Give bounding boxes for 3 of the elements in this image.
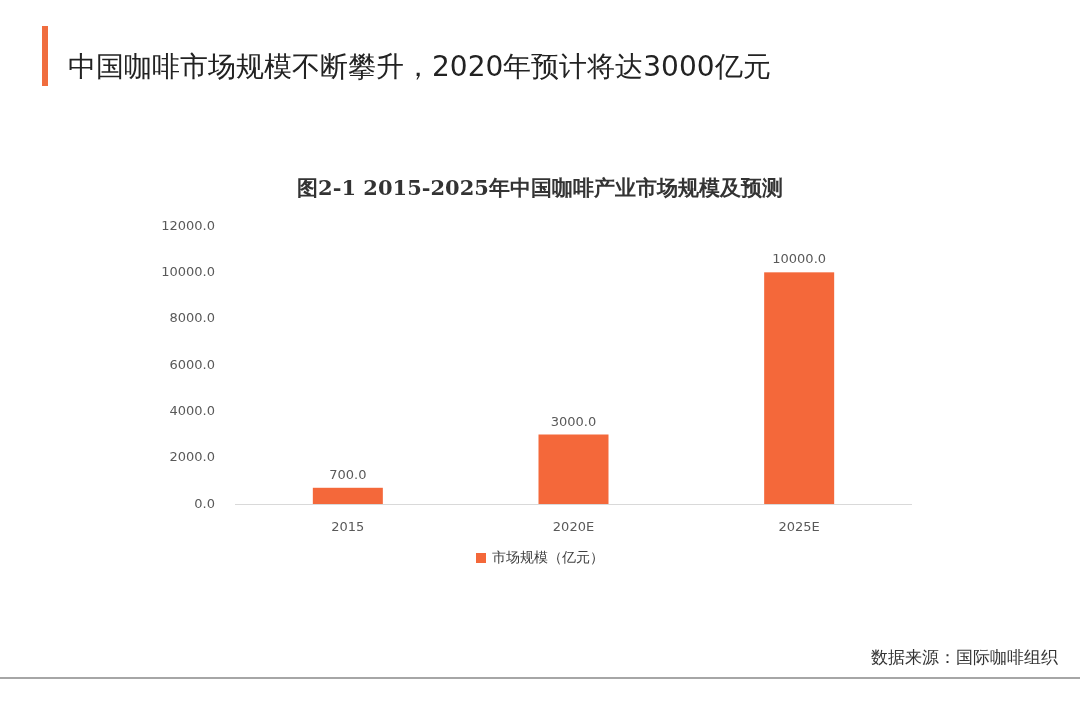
- title: 中国咖啡市场规模不断攀升，2020年预计将达3000亿元: [68, 50, 771, 83]
- annotation: 数据来源：国际咖啡组织: [871, 647, 1058, 667]
- subtitle: 图2-1 2015-2025年中国咖啡产业市场规模及预测: [297, 175, 783, 200]
